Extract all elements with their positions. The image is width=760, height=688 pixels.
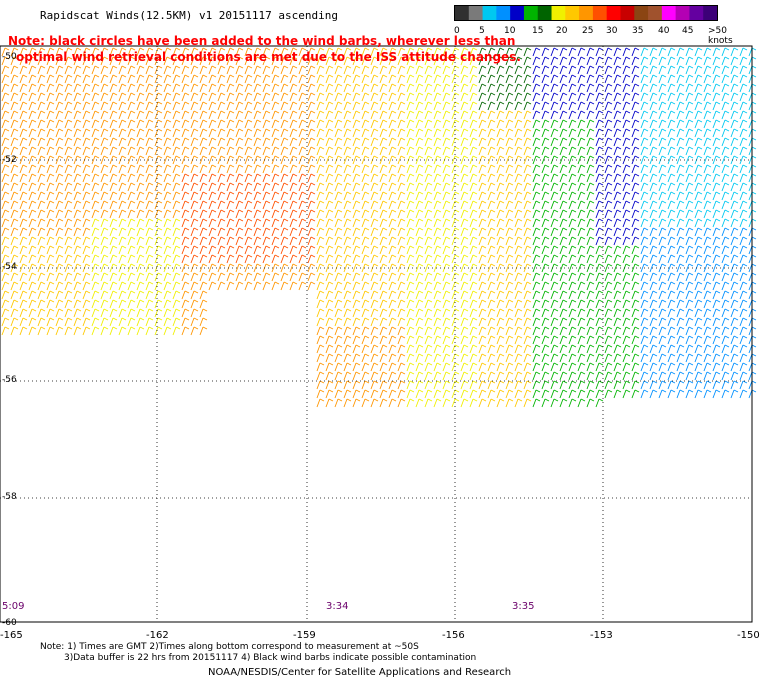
lon-label-159: -159 (293, 630, 316, 641)
lon-label-165: -165 (0, 630, 23, 641)
footnotes: Note: 1) Times are GMT 2)Times along bot… (40, 642, 476, 664)
colorbar-label: >50 knots (708, 26, 733, 46)
map-title: Rapidscat Winds(12.5KM) v1 20151117 asce… (40, 9, 339, 22)
lat-label-56: -56 (2, 375, 17, 385)
colorbar-label: 25 (582, 26, 594, 36)
lat-label-54: -54 (2, 262, 17, 272)
footnote-line-2: 3)Data buffer is 22 hrs from 20151117 4)… (64, 653, 477, 663)
lon-label-162: -162 (146, 630, 169, 641)
colorbar-label: 20 (556, 26, 568, 36)
footnote-line-1: Note: 1) Times are GMT 2)Times along bot… (40, 642, 419, 652)
colorbar-label: 5 (479, 26, 485, 36)
colorbar-label: 10 (504, 26, 516, 36)
colorbar-label: 30 (606, 26, 618, 36)
wind-speed-colorbar: 0 5 10 15 20 25 30 35 40 45 >50 knots (454, 5, 733, 46)
note-line-1: Note: black circles have been added to t… (8, 34, 516, 48)
lon-label-156: -156 (442, 630, 465, 641)
lat-label-50: -50 (2, 52, 17, 62)
pass-time-label: 3:35 (512, 601, 535, 612)
colorbar-label: 40 (658, 26, 670, 36)
wind-barbs-layer (1, 47, 757, 408)
graticule-grid (0, 46, 752, 622)
pass-time-label: 3:34 (326, 601, 349, 612)
colorbar-label: 15 (532, 26, 544, 36)
colorbar-label: 45 (682, 26, 694, 36)
credit-line: NOAA/NESDIS/Center for Satellite Applica… (208, 667, 512, 678)
lon-label-153: -153 (590, 630, 613, 641)
lat-label-52: -52 (2, 155, 17, 165)
colorbar-label: 0 (454, 26, 460, 36)
lat-label-60: -60 (2, 618, 17, 628)
pass-time-label: 5:09 (2, 601, 25, 612)
attitude-note: Note: black circles have been added to t… (8, 33, 521, 65)
lon-label-150: -150 (737, 630, 760, 641)
note-line-2: optimal wind retrieval conditions are me… (16, 50, 521, 64)
colorbar-label: 35 (632, 26, 644, 36)
lat-label-58: -58 (2, 492, 17, 502)
map-frame (0, 45, 753, 623)
